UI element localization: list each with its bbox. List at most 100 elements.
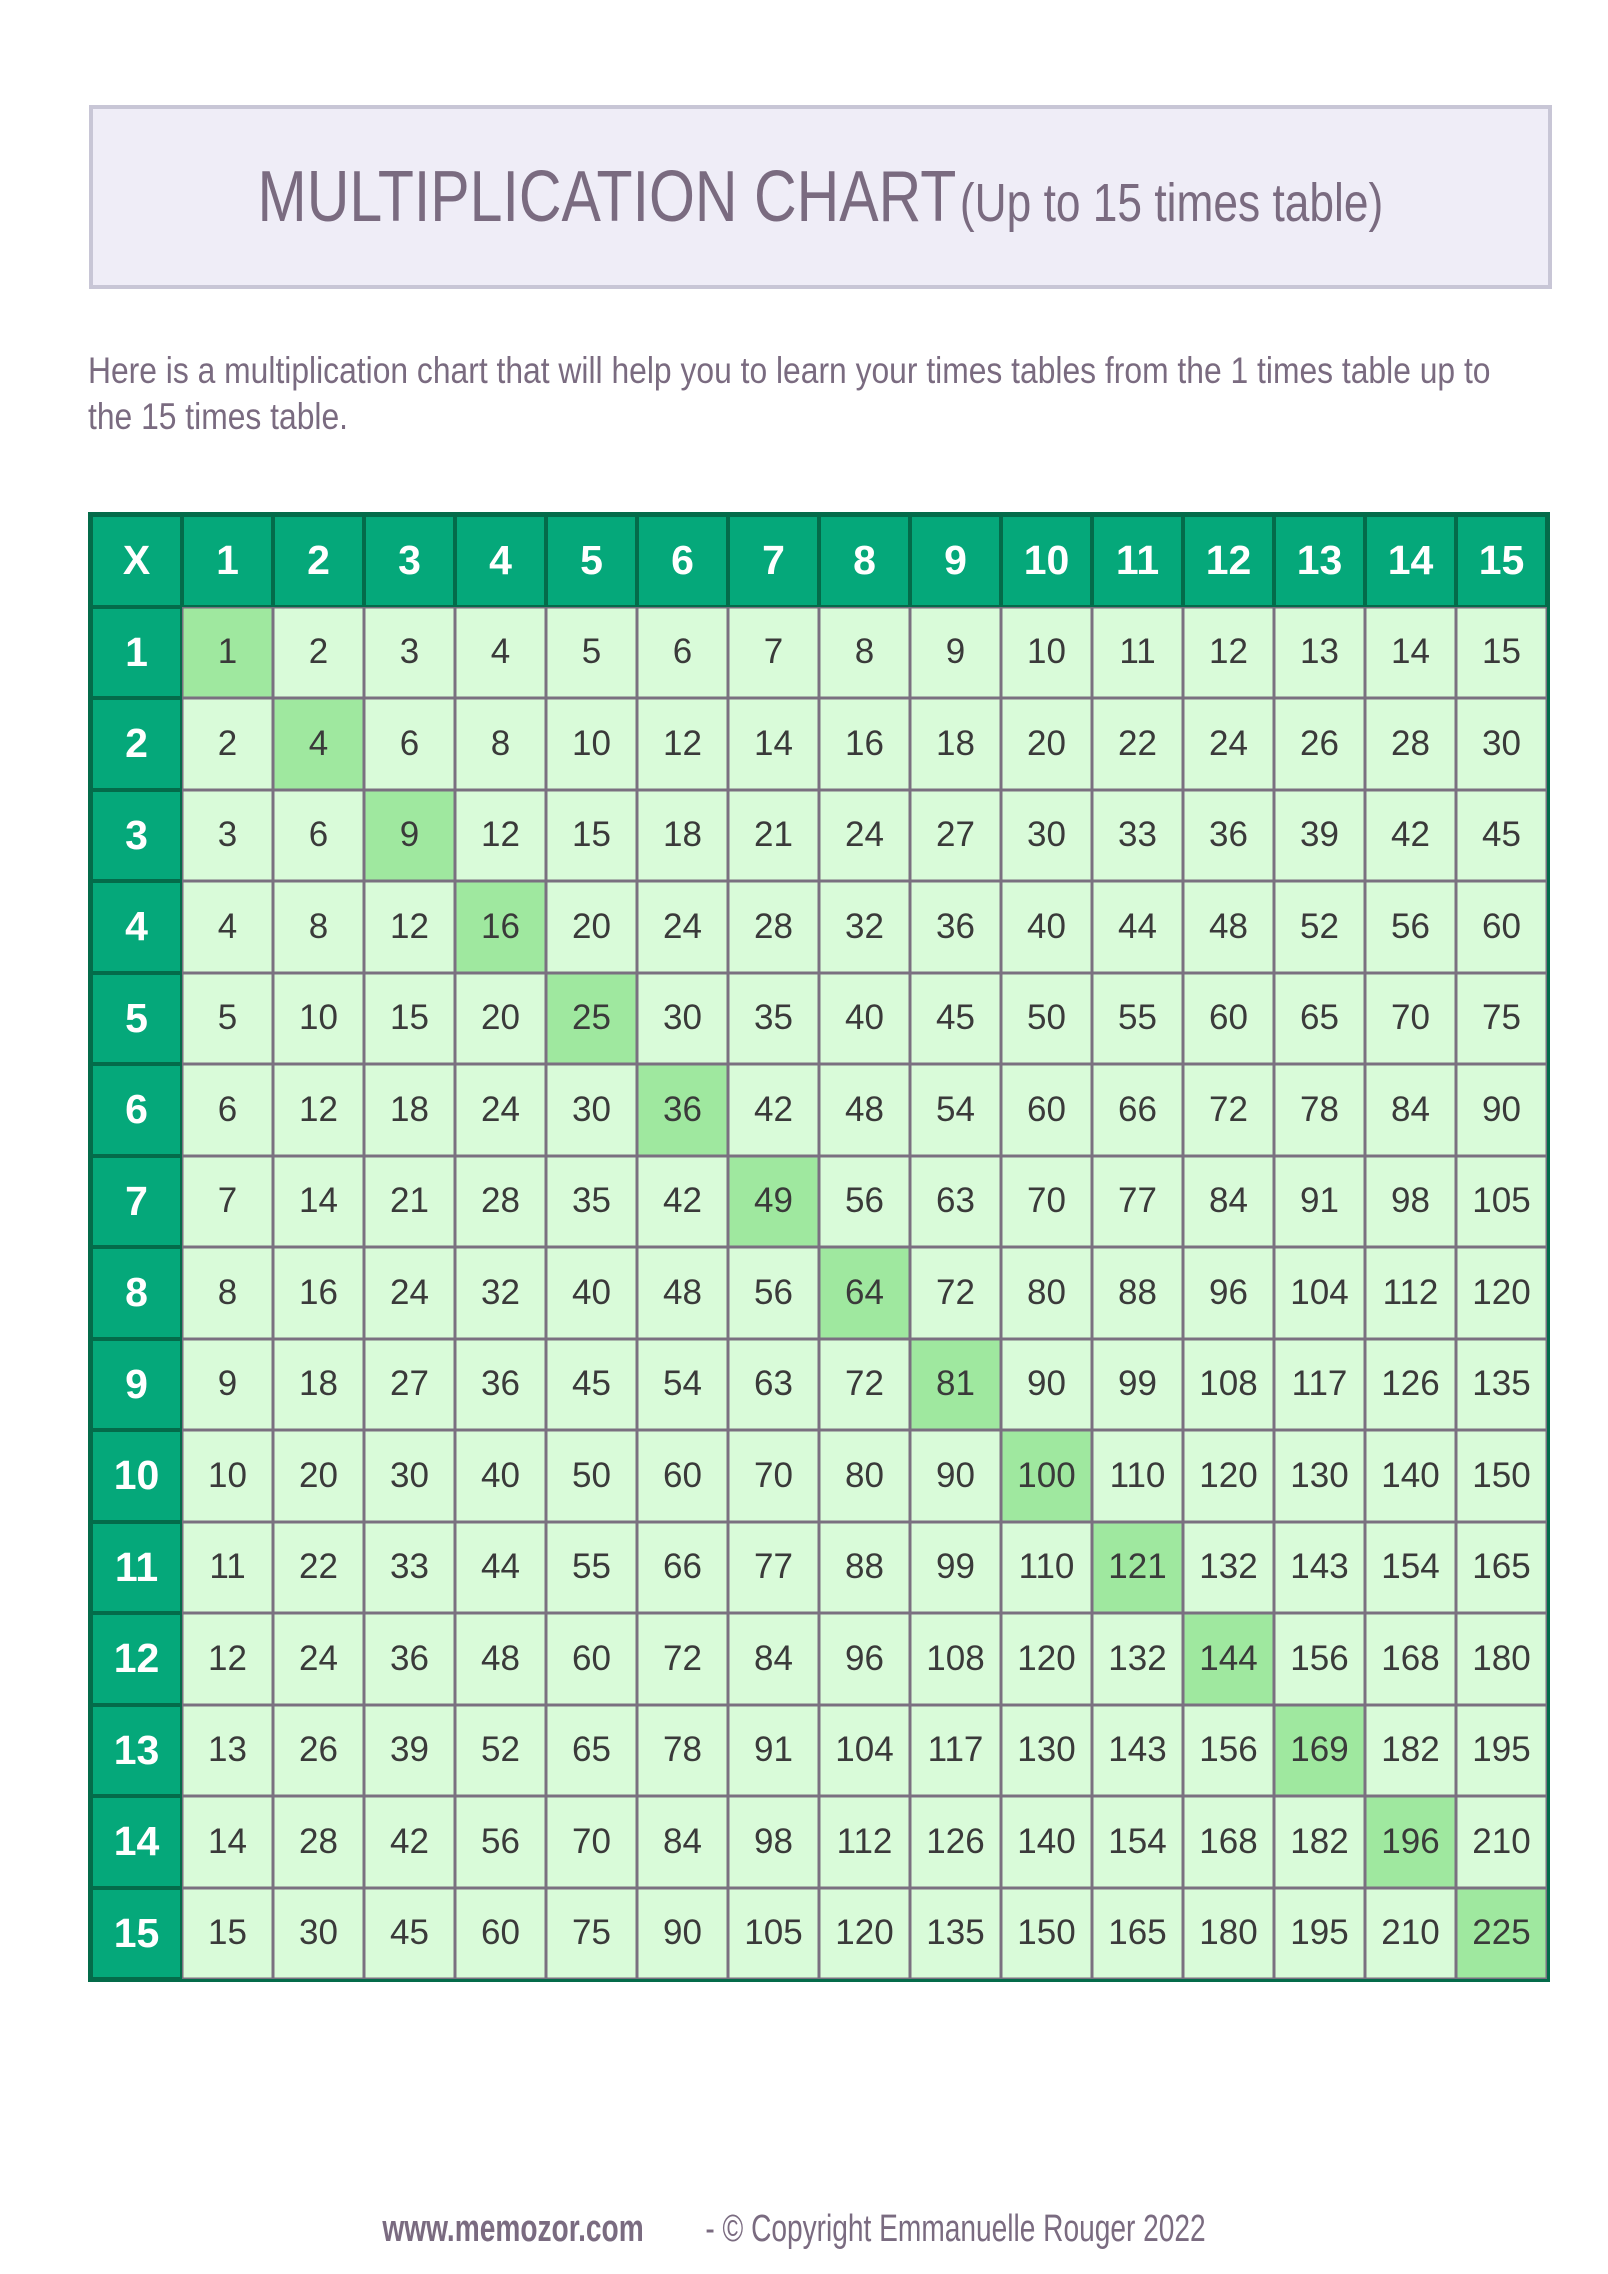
product-cell: 75 xyxy=(1456,972,1547,1064)
product-cell: 7 xyxy=(182,1155,273,1247)
product-cell: 30 xyxy=(1456,698,1547,790)
product-cell: 154 xyxy=(1092,1796,1183,1888)
product-cell: 44 xyxy=(455,1521,546,1613)
row-header: 14 xyxy=(91,1796,182,1888)
product-cell: 24 xyxy=(273,1613,364,1705)
product-cell: 21 xyxy=(728,789,819,881)
product-cell: 84 xyxy=(728,1613,819,1705)
product-cell: 210 xyxy=(1456,1796,1547,1888)
product-cell: 105 xyxy=(1456,1155,1547,1247)
product-cell: 40 xyxy=(819,972,910,1064)
product-cell: 88 xyxy=(819,1521,910,1613)
product-cell: 20 xyxy=(455,972,546,1064)
row-header: 1 xyxy=(91,606,182,698)
column-header: 8 xyxy=(819,515,910,607)
column-header: 4 xyxy=(455,515,546,607)
product-cell: 117 xyxy=(1274,1338,1365,1430)
product-cell: 91 xyxy=(1274,1155,1365,1247)
footer: www.memozor.com - © Copyright Emmanuelle… xyxy=(0,2208,1608,2251)
product-cell: 84 xyxy=(637,1796,728,1888)
product-cell: 24 xyxy=(819,789,910,881)
column-header: 5 xyxy=(546,515,637,607)
product-cell: 77 xyxy=(728,1521,819,1613)
product-cell: 45 xyxy=(910,972,1001,1064)
product-cell: 165 xyxy=(1092,1887,1183,1979)
product-cell: 99 xyxy=(910,1521,1001,1613)
product-cell: 36 xyxy=(455,1338,546,1430)
product-cell: 56 xyxy=(819,1155,910,1247)
product-cell: 120 xyxy=(1001,1613,1092,1705)
product-cell: 72 xyxy=(819,1338,910,1430)
product-cell: 27 xyxy=(364,1338,455,1430)
product-cell: 54 xyxy=(637,1338,728,1430)
product-cell: 11 xyxy=(1092,606,1183,698)
product-cell: 90 xyxy=(637,1887,728,1979)
product-cell: 40 xyxy=(546,1247,637,1339)
product-cell: 48 xyxy=(455,1613,546,1705)
product-cell: 77 xyxy=(1092,1155,1183,1247)
product-cell: 182 xyxy=(1365,1704,1456,1796)
product-cell: 120 xyxy=(819,1887,910,1979)
product-cell: 30 xyxy=(1001,789,1092,881)
product-cell: 60 xyxy=(1001,1064,1092,1156)
page-title: MULTIPLICATION CHART (Up to 15 times tab… xyxy=(258,156,1384,238)
product-cell: 9 xyxy=(910,606,1001,698)
product-cell: 26 xyxy=(1274,698,1365,790)
product-cell: 35 xyxy=(728,972,819,1064)
product-cell: 45 xyxy=(1456,789,1547,881)
product-cell: 18 xyxy=(273,1338,364,1430)
square-cell: 121 xyxy=(1092,1521,1183,1613)
product-cell: 45 xyxy=(364,1887,455,1979)
row-header: 15 xyxy=(91,1887,182,1979)
product-cell: 24 xyxy=(455,1064,546,1156)
square-cell: 100 xyxy=(1001,1430,1092,1522)
product-cell: 143 xyxy=(1092,1704,1183,1796)
product-cell: 140 xyxy=(1365,1430,1456,1522)
product-cell: 150 xyxy=(1456,1430,1547,1522)
product-cell: 42 xyxy=(1365,789,1456,881)
corner-cell: X xyxy=(91,515,182,607)
product-cell: 60 xyxy=(1183,972,1274,1064)
product-cell: 105 xyxy=(728,1887,819,1979)
product-cell: 6 xyxy=(364,698,455,790)
product-cell: 18 xyxy=(910,698,1001,790)
product-cell: 16 xyxy=(273,1247,364,1339)
product-cell: 156 xyxy=(1183,1704,1274,1796)
product-cell: 18 xyxy=(637,789,728,881)
product-cell: 24 xyxy=(364,1247,455,1339)
product-cell: 39 xyxy=(1274,789,1365,881)
product-cell: 24 xyxy=(1183,698,1274,790)
product-cell: 18 xyxy=(364,1064,455,1156)
product-cell: 54 xyxy=(910,1064,1001,1156)
product-cell: 6 xyxy=(273,789,364,881)
product-cell: 28 xyxy=(728,881,819,973)
product-cell: 90 xyxy=(1456,1064,1547,1156)
product-cell: 30 xyxy=(546,1064,637,1156)
product-cell: 135 xyxy=(1456,1338,1547,1430)
product-cell: 70 xyxy=(546,1796,637,1888)
product-cell: 143 xyxy=(1274,1521,1365,1613)
product-cell: 33 xyxy=(364,1521,455,1613)
product-cell: 35 xyxy=(546,1155,637,1247)
product-cell: 98 xyxy=(728,1796,819,1888)
product-cell: 104 xyxy=(819,1704,910,1796)
product-cell: 36 xyxy=(364,1613,455,1705)
product-cell: 28 xyxy=(1365,698,1456,790)
intro-text: Here is a multiplication chart that will… xyxy=(88,350,1491,437)
footer-copyright: - © Copyright Emmanuelle Rouger 2022 xyxy=(705,2208,1207,2250)
footer-site-link[interactable]: www.memozor.com xyxy=(382,2208,644,2250)
row-header: 8 xyxy=(91,1247,182,1339)
product-cell: 84 xyxy=(1183,1155,1274,1247)
product-cell: 110 xyxy=(1001,1521,1092,1613)
column-header: 15 xyxy=(1456,515,1547,607)
product-cell: 20 xyxy=(273,1430,364,1522)
product-cell: 66 xyxy=(1092,1064,1183,1156)
product-cell: 182 xyxy=(1274,1796,1365,1888)
product-cell: 132 xyxy=(1092,1613,1183,1705)
column-header: 13 xyxy=(1274,515,1365,607)
product-cell: 30 xyxy=(364,1430,455,1522)
product-cell: 13 xyxy=(182,1704,273,1796)
product-cell: 168 xyxy=(1365,1613,1456,1705)
square-cell: 36 xyxy=(637,1064,728,1156)
product-cell: 3 xyxy=(364,606,455,698)
